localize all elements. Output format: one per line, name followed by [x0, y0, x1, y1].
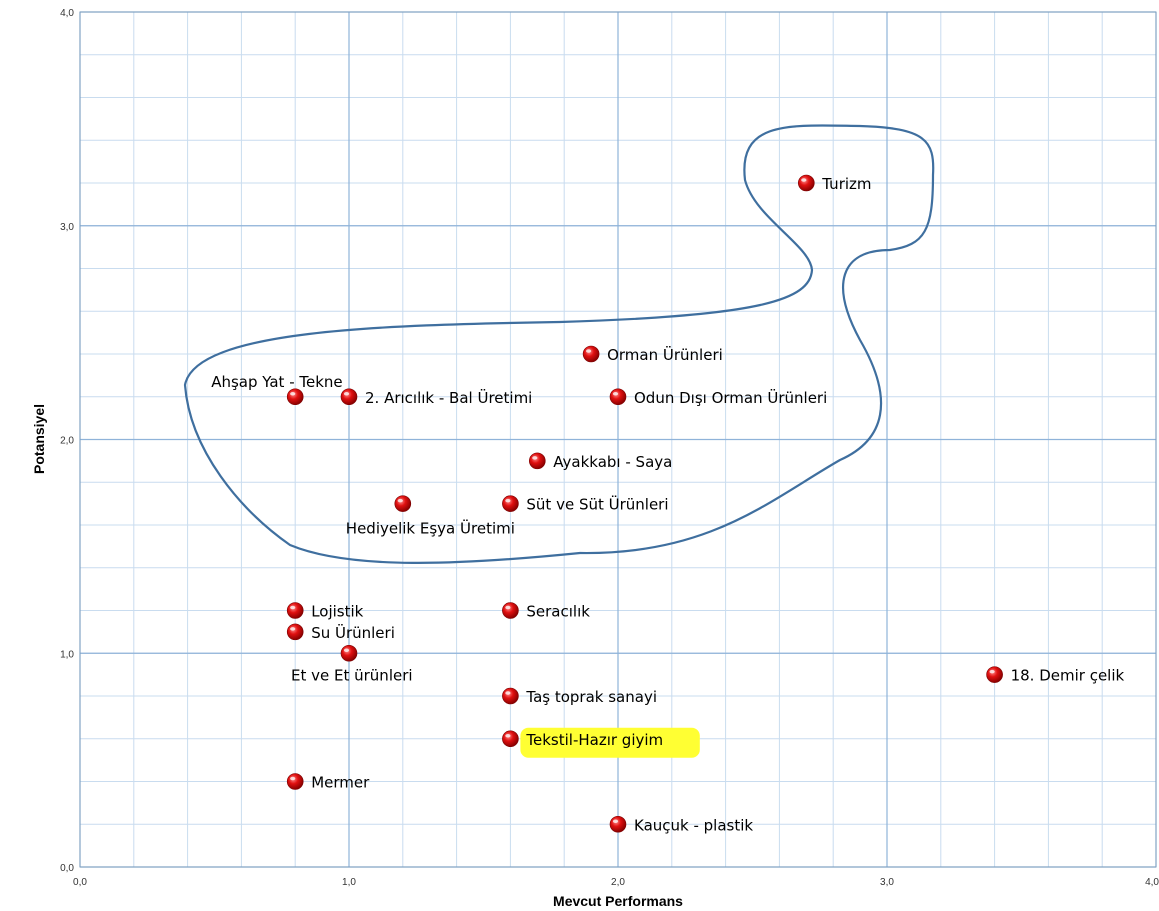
data-point [502, 602, 519, 619]
data-label: 2. Arıcılık - Bal Üretimi [365, 388, 532, 407]
data-point [340, 388, 358, 406]
data-point [286, 388, 304, 406]
point-highlight [801, 178, 807, 182]
point-highlight [505, 498, 511, 503]
point-highlight [343, 391, 350, 396]
data-point [286, 773, 304, 790]
data-label: Tekstil-Hazır giyim [525, 731, 663, 749]
point-highlight [343, 648, 350, 653]
x-tick-label: 1,0 [342, 877, 356, 888]
point-highlight [612, 819, 619, 824]
data-point [528, 452, 546, 470]
data-point [394, 495, 412, 512]
data-point [502, 495, 519, 512]
data-point [286, 623, 304, 641]
y-tick-label: 1,0 [60, 649, 74, 660]
data-label: Hediyelik Eşya Üretimi [346, 519, 515, 538]
point-highlight [532, 456, 538, 460]
data-label: Et ve Et ürünleri [291, 666, 413, 684]
data-points: Turizm Orman Ürünleri Ahşap Yat - Tekne 2. … [211, 174, 1125, 834]
plot-border [79, 11, 1157, 868]
x-tick-label: 4,0 [1145, 877, 1159, 888]
data-label: Ayakkabı - Saya [553, 453, 672, 471]
point-highlight [290, 776, 296, 781]
data-point [986, 666, 1003, 683]
point-highlight [505, 691, 511, 695]
y-axis-title: Potansiyel [31, 404, 47, 474]
data-point [797, 174, 815, 192]
data-point [609, 815, 627, 833]
point-highlight [397, 498, 403, 503]
x-tick-label: 2,0 [611, 877, 625, 888]
y-tick-label: 3,0 [60, 222, 74, 233]
y-tick-label: 2,0 [60, 436, 74, 447]
x-axis-title: Mevcut Performans [553, 893, 683, 909]
data-label: Su Ürünleri [311, 623, 395, 642]
data-label: 18. Demir çelik [1011, 667, 1125, 685]
data-label: Süt ve Süt Ürünleri [526, 495, 668, 514]
label-highlight [520, 727, 700, 758]
point-highlight [290, 605, 296, 610]
point-highlight [612, 391, 619, 396]
data-label: Seracılık [526, 603, 590, 621]
y-tick-labels: 0,0 1,0 2,0 3,0 4,0 [60, 8, 74, 874]
data-label: Kauçuk - plastik [634, 816, 753, 834]
data-label: Odun Dışı Orman Ürünleri [634, 388, 827, 407]
point-highlight [290, 391, 296, 396]
cluster-outline [183, 124, 935, 564]
x-tick-labels: 0,0 1,0 2,0 3,0 4,0 [73, 877, 1159, 888]
data-point [582, 345, 600, 363]
x-tick-label: 0,0 [73, 877, 87, 888]
x-tick-label: 3,0 [880, 877, 894, 888]
data-point [502, 687, 519, 705]
data-label: Ahşap Yat - Tekne [211, 373, 342, 391]
data-point [340, 644, 358, 662]
data-label: Orman Ürünleri [607, 345, 723, 364]
data-label: Lojistik [311, 603, 363, 621]
y-tick-label: 4,0 [60, 8, 74, 19]
point-highlight [586, 349, 592, 353]
point-highlight [505, 733, 511, 738]
data-point [502, 730, 519, 748]
point-highlight [989, 669, 995, 674]
point-highlight [290, 627, 296, 631]
data-label: Turizm [821, 175, 871, 193]
y-tick-label: 0,0 [60, 863, 74, 874]
data-label: Taş toprak sanayi [525, 688, 657, 706]
data-point [609, 388, 627, 406]
point-highlight [505, 605, 511, 610]
data-label: Mermer [311, 774, 370, 792]
data-point [286, 602, 304, 619]
